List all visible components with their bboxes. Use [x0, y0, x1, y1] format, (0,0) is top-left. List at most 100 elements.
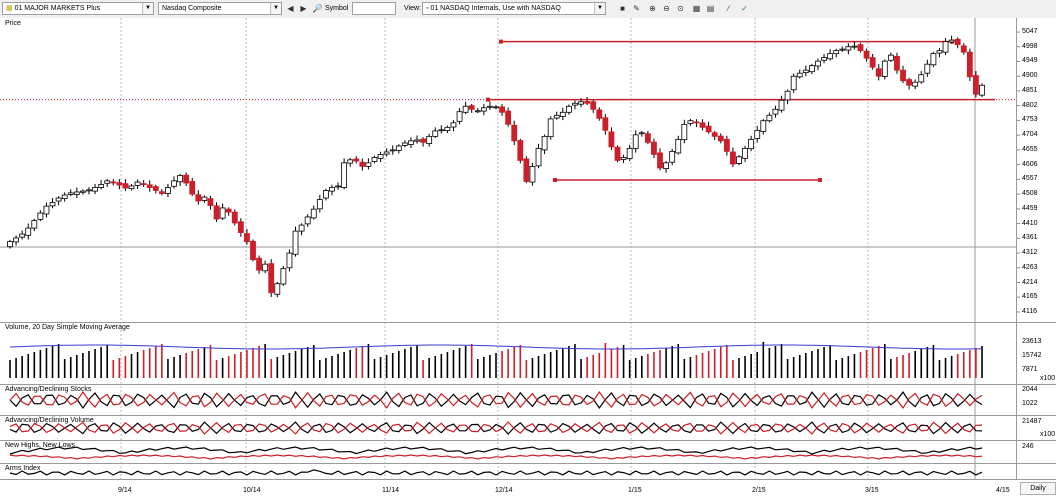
up-candle: [474, 110, 481, 113]
up-candle: [833, 50, 840, 55]
advancing-volume-line: [9, 421, 983, 435]
down-candle: [244, 233, 250, 243]
up-candle: [31, 220, 38, 229]
price-tick: 4998: [1022, 42, 1038, 50]
up-candle: [49, 202, 56, 207]
up-candle: [772, 108, 779, 115]
panel-divider: [0, 322, 1056, 323]
up-candle: [322, 190, 329, 199]
folder-icon: ▦: [6, 5, 13, 12]
chevron-down-icon[interactable]: ▼: [142, 3, 153, 14]
price-tick: 5047: [1022, 28, 1038, 35]
adv-volume-unit: x100: [1040, 431, 1056, 438]
symbol-list-combo[interactable]: Nasdaq Composite ▼: [158, 2, 282, 15]
settings-icon[interactable]: ▤: [706, 4, 715, 13]
up-candle: [444, 126, 451, 132]
up-candle: [480, 107, 487, 112]
down-candle: [110, 181, 117, 184]
down-candle: [730, 151, 736, 165]
date-tick: 9/14: [118, 487, 132, 494]
up-candle: [930, 53, 937, 66]
down-candle: [723, 138, 730, 152]
down-candle: [353, 158, 360, 162]
zoom-reset-icon[interactable]: ⊙: [677, 4, 684, 13]
up-candle: [414, 139, 420, 142]
down-candle: [705, 125, 712, 133]
price-tick: 4165: [1022, 293, 1038, 301]
zoom-in-icon[interactable]: ⊕: [649, 4, 656, 13]
up-candle: [936, 50, 943, 54]
up-candle: [128, 185, 135, 190]
up-candle: [881, 60, 888, 77]
down-candle: [711, 132, 718, 137]
panel-divider: [0, 384, 1056, 385]
volume-unit: x100: [1040, 375, 1056, 382]
trend-tool-icon[interactable]: ✓: [741, 4, 748, 13]
timeframe-button[interactable]: Daily: [1020, 482, 1056, 495]
up-candle: [760, 120, 767, 132]
up-candle: [839, 48, 846, 51]
down-candle: [894, 55, 900, 71]
down-candle: [213, 205, 220, 220]
price-tick: 4116: [1022, 308, 1038, 315]
volume-tick: 23613: [1022, 338, 1042, 345]
toolbar: ▦ 01 MAJOR MARKETS Plus ▼ Nasdaq Composi…: [0, 0, 1056, 19]
price-tick: 4557: [1022, 175, 1038, 183]
previous-symbol-button[interactable]: ◀: [287, 4, 294, 13]
volume-tick: 15742: [1022, 352, 1042, 359]
up-candle: [347, 159, 354, 164]
up-candle: [329, 187, 335, 192]
down-candle: [116, 182, 123, 186]
layout-combo[interactable]: ▦ 01 MAJOR MARKETS Plus ▼: [2, 2, 154, 15]
down-candle: [183, 174, 190, 184]
up-candle: [675, 138, 682, 154]
up-candle: [395, 145, 402, 151]
view-combo[interactable]: ▫ 01 NASDAQ Internals, Use with NASDAQ ▼: [422, 2, 606, 15]
table-icon[interactable]: ▦: [692, 4, 701, 13]
up-candle: [887, 54, 894, 61]
up-candle: [632, 134, 639, 149]
up-candle: [942, 41, 949, 53]
up-candle: [821, 57, 827, 61]
up-candle: [377, 154, 384, 159]
up-candle: [638, 132, 645, 135]
up-candle: [219, 207, 226, 219]
down-candle: [614, 146, 621, 161]
up-candle: [462, 105, 469, 113]
up-candle: [61, 194, 68, 200]
down-candle: [256, 257, 262, 271]
save-icon[interactable]: ■: [620, 4, 625, 13]
down-candle: [590, 101, 597, 110]
zoom-out-icon[interactable]: ⊖: [663, 4, 670, 13]
price-tick: 4508: [1022, 190, 1038, 198]
chevron-down-icon[interactable]: ▼: [270, 3, 281, 14]
up-candle: [815, 60, 821, 67]
down-candle: [869, 57, 876, 68]
date-tick: 3/15: [865, 487, 879, 494]
up-candle: [73, 191, 80, 195]
symbol-input[interactable]: [352, 2, 396, 15]
up-candle: [274, 283, 281, 295]
up-candle: [784, 90, 791, 101]
down-candle: [468, 105, 475, 110]
up-candle: [98, 184, 105, 188]
up-candle: [493, 106, 499, 109]
new-lows-line: [9, 454, 983, 460]
binoculars-icon[interactable]: 🔎: [312, 4, 323, 13]
down-candle: [268, 263, 275, 294]
line-tool-icon[interactable]: ∕: [727, 4, 730, 13]
date-tick: 4/15: [996, 487, 1010, 494]
down-candle: [158, 191, 165, 194]
chart-area[interactable]: Price Volume, 20 Day Simple Moving Avera…: [0, 18, 1056, 503]
up-candle: [43, 205, 50, 215]
up-candle: [426, 135, 433, 144]
highs-lows-tick: 246: [1022, 443, 1034, 450]
next-symbol-button[interactable]: ▶: [300, 4, 307, 13]
panel-divider: [0, 415, 1056, 416]
up-candle: [529, 166, 536, 183]
up-candle: [572, 102, 578, 106]
up-candle: [389, 149, 396, 152]
edit-view-icon[interactable]: ✎: [633, 4, 640, 13]
chevron-down-icon[interactable]: ▼: [594, 3, 605, 14]
arms-panel-title: Arms Index: [5, 465, 41, 472]
